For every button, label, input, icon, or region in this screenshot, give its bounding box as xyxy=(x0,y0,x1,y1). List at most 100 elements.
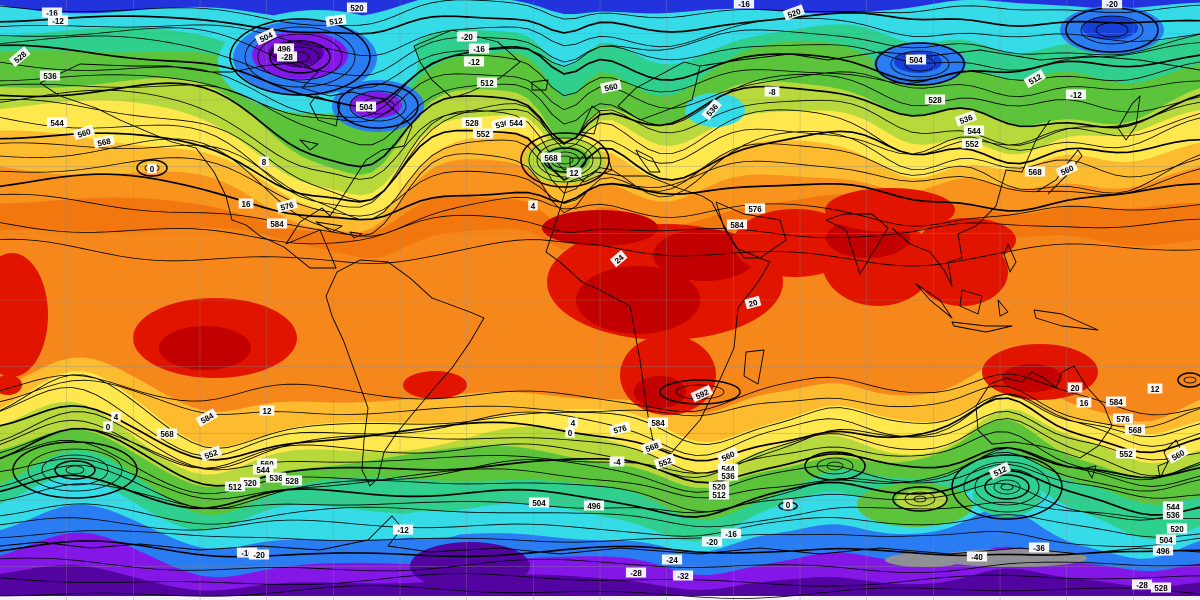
svg-text:536: 536 xyxy=(958,113,974,126)
svg-text:576: 576 xyxy=(748,205,762,214)
contour-label: 536 xyxy=(954,110,978,127)
contour-label: 16 xyxy=(1076,397,1092,408)
contour-label: 512 xyxy=(224,481,246,492)
contour-label: 512 xyxy=(325,14,347,27)
contour-label: 560 xyxy=(72,124,95,141)
contour-label: 584 xyxy=(647,417,669,428)
svg-text:496: 496 xyxy=(1156,547,1170,556)
contour-label: 0 xyxy=(103,421,113,432)
svg-text:576: 576 xyxy=(280,200,296,212)
svg-text:-16: -16 xyxy=(725,530,737,539)
svg-text:560: 560 xyxy=(604,82,619,94)
svg-text:584: 584 xyxy=(651,419,665,428)
contour-label: 552 xyxy=(472,128,494,139)
svg-text:528: 528 xyxy=(1154,584,1168,593)
svg-text:576: 576 xyxy=(1116,415,1130,424)
svg-text:568: 568 xyxy=(1028,168,1042,177)
svg-text:544: 544 xyxy=(721,465,735,474)
svg-text:504: 504 xyxy=(909,56,923,65)
contour-label: -8 xyxy=(764,86,780,97)
svg-text:552: 552 xyxy=(203,448,219,461)
contour-label: 520 xyxy=(1166,523,1188,534)
svg-text:8: 8 xyxy=(262,158,267,167)
contour-label: 576 xyxy=(608,421,631,436)
svg-text:512: 512 xyxy=(329,16,344,27)
contour-label: -20 xyxy=(701,536,723,547)
svg-text:536: 536 xyxy=(43,72,57,81)
svg-text:-32: -32 xyxy=(677,572,689,581)
svg-text:544: 544 xyxy=(967,127,981,136)
svg-text:-12: -12 xyxy=(52,17,64,26)
svg-text:-16: -16 xyxy=(473,45,485,54)
contour-label: 12 xyxy=(259,405,275,416)
contour-label: 528 xyxy=(1150,582,1172,593)
contour-label: 576 xyxy=(1112,413,1134,424)
svg-text:520: 520 xyxy=(243,479,257,488)
contour-label: -12 xyxy=(463,56,485,67)
svg-text:512: 512 xyxy=(228,483,242,492)
contour-label: -40 xyxy=(966,551,988,562)
contour-label: 552 xyxy=(961,138,983,149)
svg-text:504: 504 xyxy=(532,499,546,508)
contour-label: 496 xyxy=(273,43,295,54)
contour-label: -28 xyxy=(276,51,298,62)
svg-text:20: 20 xyxy=(748,298,759,309)
contour-label: 512 xyxy=(476,77,498,88)
svg-text:504: 504 xyxy=(359,103,373,112)
svg-text:568: 568 xyxy=(97,137,112,149)
contour-label: 544 xyxy=(717,463,739,474)
svg-text:552: 552 xyxy=(657,456,673,469)
contour-label: 560 xyxy=(599,79,622,94)
svg-text:12: 12 xyxy=(1151,385,1160,394)
svg-text:12: 12 xyxy=(570,169,579,178)
svg-text:560: 560 xyxy=(76,127,92,140)
svg-text:552: 552 xyxy=(1119,450,1133,459)
contour-label: -16 xyxy=(720,528,742,539)
svg-text:512: 512 xyxy=(712,491,726,500)
contour-labels-layer: -16-12528536544560568520512504496-28504-… xyxy=(8,0,1189,593)
contour-label: 544 xyxy=(963,125,985,136)
contour-label: -28 xyxy=(625,567,647,578)
contour-label: 576 xyxy=(744,203,766,214)
contour-label: 584 xyxy=(266,218,288,229)
svg-text:568: 568 xyxy=(644,441,660,454)
svg-text:0: 0 xyxy=(786,501,791,510)
contour-label: 568 xyxy=(640,438,664,455)
contour-label: 576 xyxy=(275,198,298,213)
contour-label: 536 xyxy=(1162,509,1184,520)
coast-africa xyxy=(545,171,771,453)
contour-label: 528 xyxy=(924,94,946,105)
svg-text:528: 528 xyxy=(465,119,479,128)
svg-text:576: 576 xyxy=(613,423,629,435)
svg-text:-16: -16 xyxy=(738,0,750,9)
svg-text:-24: -24 xyxy=(666,556,678,565)
contour-label: 544 xyxy=(1162,501,1184,512)
contour-label: 552 xyxy=(653,453,677,470)
svg-text:-12: -12 xyxy=(1070,91,1082,100)
svg-text:-12: -12 xyxy=(468,58,480,67)
contour-label: 544 xyxy=(46,117,68,128)
contour-label: 496 xyxy=(583,500,605,511)
svg-text:-20: -20 xyxy=(1106,0,1118,9)
svg-text:520: 520 xyxy=(786,7,802,20)
contour-label: -4 xyxy=(609,456,625,467)
svg-text:-8: -8 xyxy=(768,88,776,97)
svg-text:544: 544 xyxy=(50,119,64,128)
contour-label: 520 xyxy=(239,477,261,488)
svg-text:0: 0 xyxy=(106,423,111,432)
contour-label: 512 xyxy=(708,489,730,500)
svg-text:568: 568 xyxy=(1128,426,1142,435)
contour-label: 0 xyxy=(147,163,157,174)
svg-text:-16: -16 xyxy=(241,549,253,558)
coast-south-america xyxy=(325,259,485,487)
svg-text:0: 0 xyxy=(568,429,573,438)
svg-text:-20: -20 xyxy=(253,551,265,560)
svg-text:504: 504 xyxy=(1159,536,1173,545)
svg-text:520: 520 xyxy=(350,4,364,13)
contour-label: -12 xyxy=(392,524,414,535)
contour-label: 584 xyxy=(1105,396,1127,407)
contour-label: 528 xyxy=(461,117,483,128)
contour-label: -20 xyxy=(248,549,270,560)
svg-text:544: 544 xyxy=(1166,503,1180,512)
